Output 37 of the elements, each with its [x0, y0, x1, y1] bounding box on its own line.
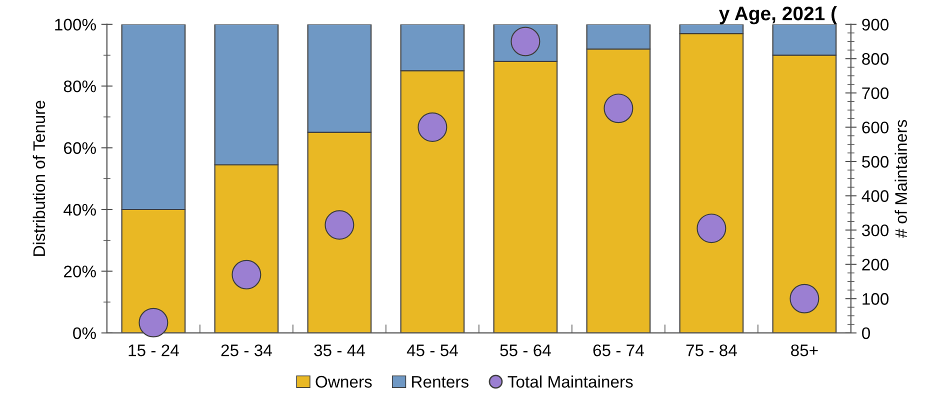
- y-axis-title: Distribution of Tenure: [32, 100, 46, 256]
- y-tick-label: 40%: [64, 204, 96, 216]
- y-tick-label: 80%: [64, 80, 96, 92]
- x-tick-label: 15 - 24: [128, 344, 179, 356]
- y2-tick-label: 200: [862, 258, 889, 271]
- legend-label: Renters: [412, 376, 468, 388]
- y2-tick-label: 600: [862, 122, 889, 134]
- point: [790, 284, 820, 314]
- y2-axis-title: # of Maintainers: [894, 120, 907, 238]
- y2-tick-label: 500: [862, 156, 889, 168]
- y2-tick-label: 900: [862, 18, 889, 31]
- point: [696, 214, 726, 244]
- point: [138, 308, 168, 338]
- y2-tick-label: 0: [862, 327, 870, 340]
- x-tick-label: 55 - 64: [500, 344, 551, 356]
- y2-tick-label: 100: [862, 293, 889, 305]
- x-tick-label: 35 - 44: [314, 344, 365, 356]
- y2-tick-label: 800: [862, 53, 889, 65]
- y-tick-label: 20%: [64, 266, 96, 278]
- y2-tick-label: 700: [862, 87, 889, 100]
- y-tick-label: 60%: [64, 142, 96, 154]
- y-tick-label: 100%: [55, 18, 96, 31]
- y2-tick-label: 300: [862, 224, 889, 236]
- point: [604, 94, 634, 124]
- y-tick-label: 0%: [73, 327, 96, 340]
- chart-title: y Age, 2021 (: [719, 6, 837, 24]
- x-tick-label: 75 - 84: [686, 344, 737, 356]
- legend-label: Total Maintainers: [508, 375, 633, 388]
- x-tick-label: 25 - 34: [221, 344, 272, 356]
- y2-tick-label: 400: [862, 190, 889, 202]
- x-tick-label: 65 - 74: [593, 344, 644, 356]
- point: [418, 112, 448, 142]
- legend-label: Owners: [316, 376, 372, 388]
- point: [324, 210, 354, 240]
- point: [232, 260, 262, 290]
- x-tick-label: 85+: [791, 344, 818, 356]
- x-tick-label: 45 - 54: [406, 344, 458, 356]
